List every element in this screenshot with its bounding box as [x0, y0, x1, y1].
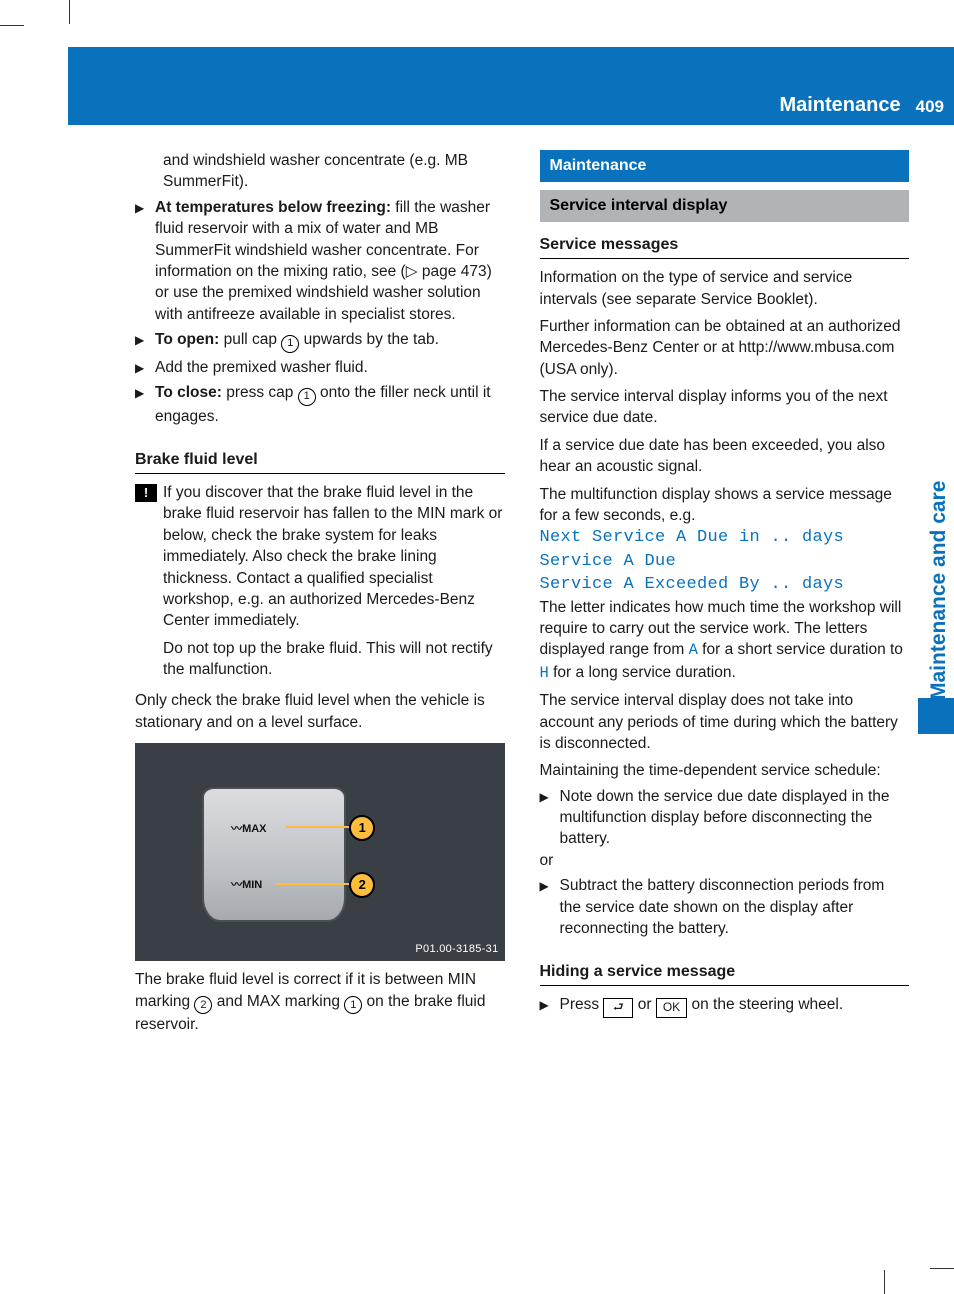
subhead-hiding: Hiding a service message	[540, 961, 910, 986]
bullet-freezing: ▶ At temperatures below freezing: fill t…	[135, 197, 505, 325]
bullet-add: ▶ Add the premixed washer fluid.	[135, 357, 505, 378]
continuation-text: and windshield washer concentrate (e.g. …	[135, 150, 505, 193]
callout-2-icon: 2	[194, 996, 212, 1014]
letter-A: A	[689, 641, 698, 659]
bullet-text: Subtract the battery disconnection perio…	[560, 875, 910, 939]
p6c: for a long service duration.	[549, 664, 736, 681]
right-column: Maintenance Service interval display Ser…	[540, 150, 910, 1035]
page-number: 409	[916, 97, 944, 117]
left-column: and windshield washer concentrate (e.g. …	[135, 150, 505, 1035]
section-header-maintenance: Maintenance	[540, 150, 910, 182]
bullet-open: ▶ To open: pull cap 1 upwards by the tab…	[135, 329, 505, 353]
para-letters: The letter indicates how much time the w…	[540, 597, 910, 685]
body-text: press cap	[222, 384, 298, 401]
bullet-close: ▶ To close: press cap 1 onto the filler …	[135, 382, 505, 427]
min-text: MIN	[242, 879, 262, 891]
side-tab-label: Maintenance and care	[927, 440, 951, 700]
bullet-text: To open: pull cap 1 upwards by the tab.	[155, 329, 505, 353]
warning-block: ! If you discover that the brake fluid l…	[135, 482, 505, 680]
warn-p2: Do not top up the brake fluid. This will…	[163, 638, 505, 681]
crop-mark	[930, 1268, 954, 1269]
figure-code: P01.00-3185-31	[415, 942, 498, 957]
warning-text: If you discover that the brake fluid lev…	[163, 482, 505, 680]
display-message-1: Next Service A Due in .. days	[540, 526, 910, 549]
crop-mark	[69, 0, 70, 24]
bullet-text: Note down the service due date displayed…	[560, 786, 910, 850]
bullet-note-down: ▶ Note down the service due date display…	[540, 786, 910, 850]
para: Maintaining the time-dependent service s…	[540, 760, 910, 781]
subsection-header-service-interval: Service interval display	[540, 190, 910, 222]
callout-2: 2	[349, 872, 375, 898]
press-a: Press	[560, 996, 604, 1013]
header-title: Maintenance	[779, 94, 900, 117]
or-text: or	[540, 850, 910, 871]
brake-note: Only check the brake fluid level when th…	[135, 690, 505, 733]
arrow-icon: ▶	[540, 786, 560, 850]
max-text: MAX	[242, 823, 266, 835]
bullet-text: Press ⮐ or OK on the steering wheel.	[560, 994, 910, 1017]
callout-1-icon: 1	[344, 996, 362, 1014]
arrow-icon: ▶	[135, 329, 155, 353]
body-text: pull cap	[219, 331, 281, 348]
ok-key-icon: OK	[656, 998, 687, 1018]
body-tail: upwards by the tab.	[299, 331, 439, 348]
bold-label: At temperatures below freezing:	[155, 199, 391, 216]
bullet-text: To close: press cap 1 onto the filler ne…	[155, 382, 505, 427]
bullet-subtract: ▶ Subtract the battery disconnection per…	[540, 875, 910, 939]
subhead-brake-fluid: Brake fluid level	[135, 449, 505, 474]
max-label: 〰MAX	[231, 822, 266, 837]
display-message-2: Service A Due	[540, 550, 910, 573]
bold-label: To open:	[155, 331, 219, 348]
para: The multifunction display shows a servic…	[540, 484, 910, 527]
crop-mark	[884, 1270, 885, 1294]
warning-icon: !	[135, 484, 157, 502]
callout-1-icon: 1	[281, 335, 299, 353]
press-b: on the steering wheel.	[687, 996, 843, 1013]
back-key-icon: ⮐	[603, 998, 633, 1018]
page: Maintenance 409 Maintenance and care and…	[0, 0, 954, 1294]
display-message-3: Service A Exceeded By .. days	[540, 573, 910, 596]
para: Further information can be obtained at a…	[540, 316, 910, 380]
para: Information on the type of service and s…	[540, 267, 910, 310]
letter-H: H	[540, 664, 549, 682]
arrow-icon: ▶	[540, 875, 560, 939]
arrow-icon: ▶	[135, 382, 155, 427]
leader-line	[286, 826, 349, 828]
bullet-press: ▶ Press ⮐ or OK on the steering wheel.	[540, 994, 910, 1017]
press-or: or	[633, 996, 655, 1013]
bold-label: To close:	[155, 384, 222, 401]
warn-p1: If you discover that the brake fluid lev…	[163, 484, 502, 629]
arrow-icon: ▶	[135, 357, 155, 378]
para: If a service due date has been exceeded,…	[540, 435, 910, 478]
p6b: for a short service duration to	[698, 641, 903, 658]
figure-caption: The brake fluid level is correct if it i…	[135, 969, 505, 1035]
para: The service interval display informs you…	[540, 386, 910, 429]
header-band: Maintenance 409	[68, 47, 954, 125]
para: The service interval display does not ta…	[540, 690, 910, 754]
crop-mark	[0, 25, 24, 26]
callout-1: 1	[349, 815, 375, 841]
callout-1-icon: 1	[298, 388, 316, 406]
min-label: 〰MIN	[231, 878, 262, 893]
bullet-text: Add the premixed washer fluid.	[155, 357, 505, 378]
subhead-service-messages: Service messages	[540, 234, 910, 259]
bullet-text: At temperatures below freezing: fill the…	[155, 197, 505, 325]
cap-b: and MAX marking	[212, 993, 344, 1010]
content-columns: and windshield washer concentrate (e.g. …	[135, 150, 909, 1035]
body-text: fill the washer fluid reservoir with a m…	[155, 199, 492, 323]
leader-line	[275, 883, 349, 885]
brake-fluid-figure: 〰MAX 〰MIN 1 2 P01.00-3185-31	[135, 743, 505, 961]
arrow-icon: ▶	[540, 994, 560, 1017]
arrow-icon: ▶	[135, 197, 155, 325]
side-tab-marker	[918, 698, 954, 734]
reservoir-shape	[202, 787, 346, 922]
